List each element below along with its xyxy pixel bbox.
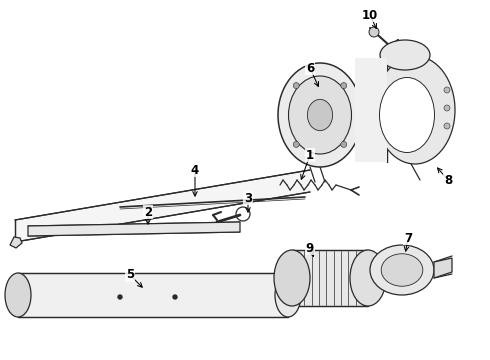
Text: 2: 2 — [144, 206, 152, 219]
Circle shape — [444, 87, 450, 93]
Circle shape — [173, 295, 177, 299]
Circle shape — [293, 82, 299, 89]
Ellipse shape — [375, 56, 455, 164]
Circle shape — [341, 141, 347, 147]
Circle shape — [118, 295, 122, 299]
Text: 5: 5 — [126, 269, 134, 282]
Ellipse shape — [379, 77, 435, 153]
Polygon shape — [434, 258, 452, 278]
Text: 4: 4 — [191, 163, 199, 176]
Polygon shape — [355, 58, 387, 162]
Ellipse shape — [370, 245, 434, 295]
Ellipse shape — [5, 273, 31, 317]
Polygon shape — [15, 170, 310, 242]
Circle shape — [444, 105, 450, 111]
Polygon shape — [28, 222, 240, 236]
Text: 3: 3 — [244, 192, 252, 204]
Text: 6: 6 — [306, 62, 314, 75]
Ellipse shape — [350, 250, 386, 306]
Polygon shape — [292, 250, 368, 306]
Circle shape — [369, 27, 379, 37]
Polygon shape — [10, 237, 22, 248]
Ellipse shape — [275, 273, 301, 317]
Circle shape — [293, 141, 299, 147]
Text: 1: 1 — [306, 149, 314, 162]
Text: 10: 10 — [362, 9, 378, 22]
Ellipse shape — [274, 250, 310, 306]
Ellipse shape — [380, 40, 430, 70]
Text: 8: 8 — [444, 174, 452, 186]
Text: 7: 7 — [404, 231, 412, 244]
Ellipse shape — [381, 254, 423, 286]
Text: 9: 9 — [306, 242, 314, 255]
Polygon shape — [18, 273, 288, 317]
Circle shape — [341, 82, 347, 89]
Ellipse shape — [278, 63, 362, 167]
Ellipse shape — [289, 76, 351, 154]
Ellipse shape — [307, 99, 333, 131]
Circle shape — [444, 123, 450, 129]
